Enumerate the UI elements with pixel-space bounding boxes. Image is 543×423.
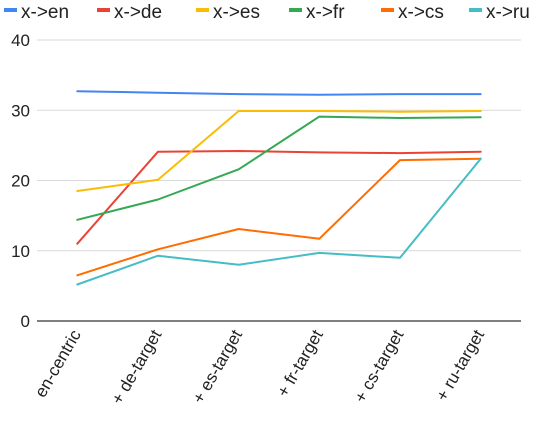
- legend-label: x->de: [114, 2, 162, 23]
- legend-swatch: [4, 8, 17, 12]
- legend-label: x->en: [21, 2, 69, 23]
- series-lines: [76, 90, 482, 286]
- legend-label: x->cs: [398, 2, 444, 23]
- gridlines: [37, 39, 521, 322]
- legend-label: x->ru: [486, 2, 530, 23]
- x-axis-ticks: en-centric + de-target + es-target + fr-tar…: [31, 326, 488, 408]
- series-line-xfr: [76, 115, 482, 221]
- series-line-xes: [76, 110, 482, 192]
- series-line-xde: [76, 150, 482, 245]
- y-tick-label: 40: [11, 31, 30, 50]
- x-tick-label: en-centric: [31, 326, 85, 401]
- series-line-xen: [76, 90, 482, 96]
- x-tick-label: + fr-target: [273, 326, 327, 400]
- legend: x->en x->de x->es x->fr x->cs x->ru: [4, 2, 530, 23]
- legend-label: x->fr: [306, 2, 345, 23]
- series-line-xcs: [76, 157, 482, 277]
- y-tick-label: 0: [21, 312, 30, 331]
- x-tick-label: + cs-target: [351, 326, 408, 406]
- x-tick-label: + es-target: [189, 326, 246, 407]
- x-tick-label: + ru-target: [432, 326, 488, 404]
- x-tick-label: + de-target: [108, 326, 166, 407]
- series-line-xru: [76, 157, 482, 286]
- y-tick-label: 30: [11, 101, 30, 120]
- legend-swatch: [469, 8, 482, 12]
- legend-swatch: [289, 8, 302, 12]
- y-tick-label: 20: [11, 172, 30, 191]
- legend-label: x->es: [213, 2, 260, 23]
- legend-swatch: [97, 8, 110, 12]
- legend-swatch: [196, 8, 209, 12]
- legend-swatch: [381, 8, 394, 12]
- y-tick-label: 10: [11, 242, 30, 261]
- y-axis-ticks: 0 10 20 30 40: [11, 31, 30, 331]
